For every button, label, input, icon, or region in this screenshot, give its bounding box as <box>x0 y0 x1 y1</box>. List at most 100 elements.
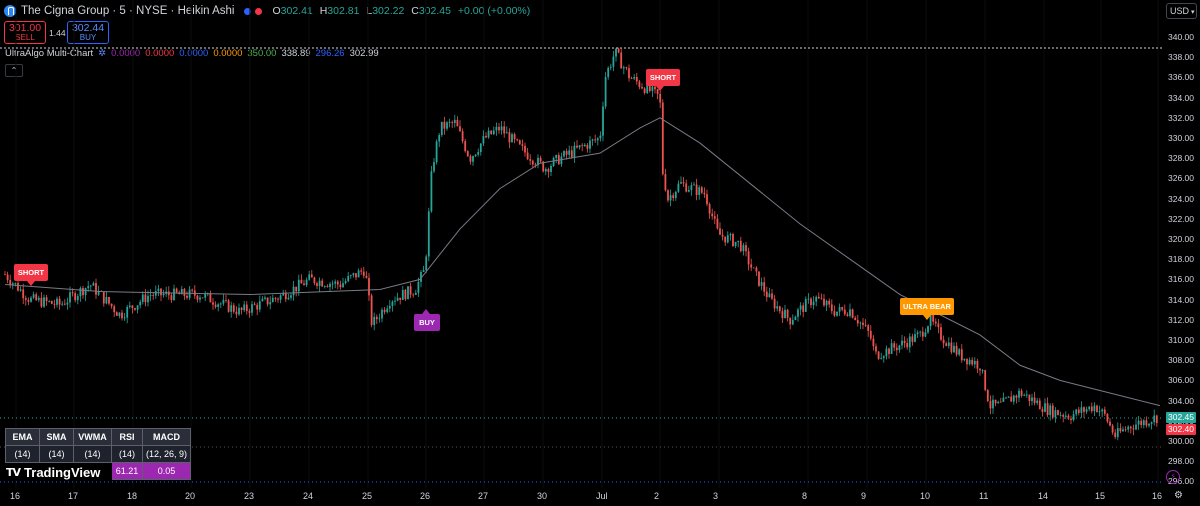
candle-body <box>1059 414 1062 416</box>
candle-body <box>24 298 27 300</box>
time-axis-label: 2 <box>654 491 660 501</box>
candle-body <box>615 48 617 57</box>
candle-body <box>222 299 225 304</box>
candle-body <box>747 251 750 265</box>
candle-body <box>729 234 732 236</box>
candle-body <box>269 302 272 305</box>
candle-body <box>422 270 425 272</box>
candle-body <box>219 303 222 305</box>
sell-button[interactable]: 301.00 SELL <box>4 21 46 44</box>
candle-body <box>40 297 43 307</box>
candle-body <box>534 164 537 166</box>
candle-body <box>386 308 389 313</box>
candle-body <box>529 159 532 161</box>
candle-body <box>594 139 597 141</box>
currency-selector[interactable]: USD ▾ <box>1166 3 1197 19</box>
candle-body <box>258 301 261 310</box>
candle-body <box>1127 426 1130 430</box>
candle-body <box>1015 395 1018 398</box>
candle-body <box>599 135 602 139</box>
candle-body <box>308 274 311 280</box>
price-axis-label: 332.00 <box>1168 112 1194 123</box>
candle-body <box>282 292 285 296</box>
candle-body <box>815 296 818 302</box>
candle-body <box>1148 423 1150 426</box>
candle-body <box>856 320 859 324</box>
price-axis-label: 308.00 <box>1168 355 1194 366</box>
candle-body <box>682 182 685 184</box>
candle-body <box>994 399 997 404</box>
candle-body <box>1140 420 1143 426</box>
candle-body <box>1072 414 1075 421</box>
candle-body <box>240 307 243 311</box>
candle-body <box>1012 395 1015 402</box>
candle-body <box>144 294 147 303</box>
candle-body <box>659 93 662 103</box>
candle-body <box>635 76 638 82</box>
settings-gear-icon[interactable]: ⚙ <box>1174 490 1183 501</box>
candle-body <box>641 86 643 89</box>
candle-body <box>261 298 264 302</box>
candle-body <box>617 48 620 53</box>
candle-body <box>396 297 399 301</box>
tv-logo-icon: 𝗧𝗩 <box>6 467 21 479</box>
candle-body <box>472 156 474 162</box>
candle-body <box>253 304 256 306</box>
tradingview-logo[interactable]: 𝗧𝗩 TradingView <box>6 465 100 480</box>
candle-body <box>1023 395 1026 397</box>
candle-body <box>664 174 667 191</box>
candle-body <box>134 308 136 310</box>
candle-body <box>781 311 784 319</box>
candle-body <box>170 295 173 300</box>
time-axis-label: 27 <box>478 491 489 501</box>
time-axis-label: 3 <box>713 491 719 501</box>
price-chart[interactable] <box>0 0 1163 490</box>
candle-body <box>1096 405 1098 413</box>
candle-body <box>958 349 961 355</box>
price-axis-label: 334.00 <box>1168 92 1194 103</box>
candle-body <box>326 286 329 288</box>
candle-body <box>732 234 734 247</box>
time-axis-label: 10 <box>920 491 931 501</box>
candle-body <box>227 300 230 312</box>
price-axis-label: 312.00 <box>1168 314 1194 325</box>
candle-body <box>204 293 207 298</box>
candle-body <box>947 342 950 346</box>
candle-body <box>321 280 324 287</box>
moving-average-line <box>4 117 1161 407</box>
candle-body <box>381 309 383 319</box>
candle-body <box>284 292 287 300</box>
candle-body <box>404 289 407 300</box>
candle-body <box>550 165 552 173</box>
indicator-settings-icon[interactable]: ✲ <box>98 48 107 59</box>
alert-icon[interactable]: ⚡ <box>1166 470 1180 484</box>
candle-body <box>95 283 97 295</box>
indicator-name[interactable]: UltraAlgo Multi-Chart <box>5 48 94 59</box>
candle-body <box>430 171 433 212</box>
candle-body <box>4 274 6 276</box>
candle-body <box>469 156 472 162</box>
candle-body <box>955 345 958 355</box>
price-axis-label: 326.00 <box>1168 173 1194 184</box>
indicator-legend[interactable]: UltraAlgo Multi-Chart ✲ 0.0000 0.0000 0.00… <box>5 48 389 59</box>
price-axis-label: 316.00 <box>1168 274 1194 285</box>
candle-body <box>807 298 810 300</box>
time-axis-label: 16 <box>1152 491 1163 501</box>
candle-body <box>1033 397 1036 404</box>
candle-body <box>570 150 573 158</box>
candle-body <box>765 291 768 298</box>
candle-body <box>802 305 805 312</box>
candle-body <box>547 168 550 173</box>
candle-body <box>375 316 378 320</box>
indicator-value-5: 338.89 <box>281 48 311 59</box>
collapse-legend-button[interactable]: ⌃ <box>5 64 23 77</box>
sell-label: SELL <box>15 33 35 42</box>
buy-button[interactable]: 302.44 BUY <box>67 21 109 44</box>
candle-body <box>1046 403 1049 416</box>
price-axis-label: 314.00 <box>1168 294 1194 305</box>
candle-body <box>932 314 935 322</box>
candle-body <box>953 345 955 353</box>
candle-body <box>113 306 116 313</box>
candle-body <box>927 326 929 333</box>
candle-body <box>383 309 386 313</box>
